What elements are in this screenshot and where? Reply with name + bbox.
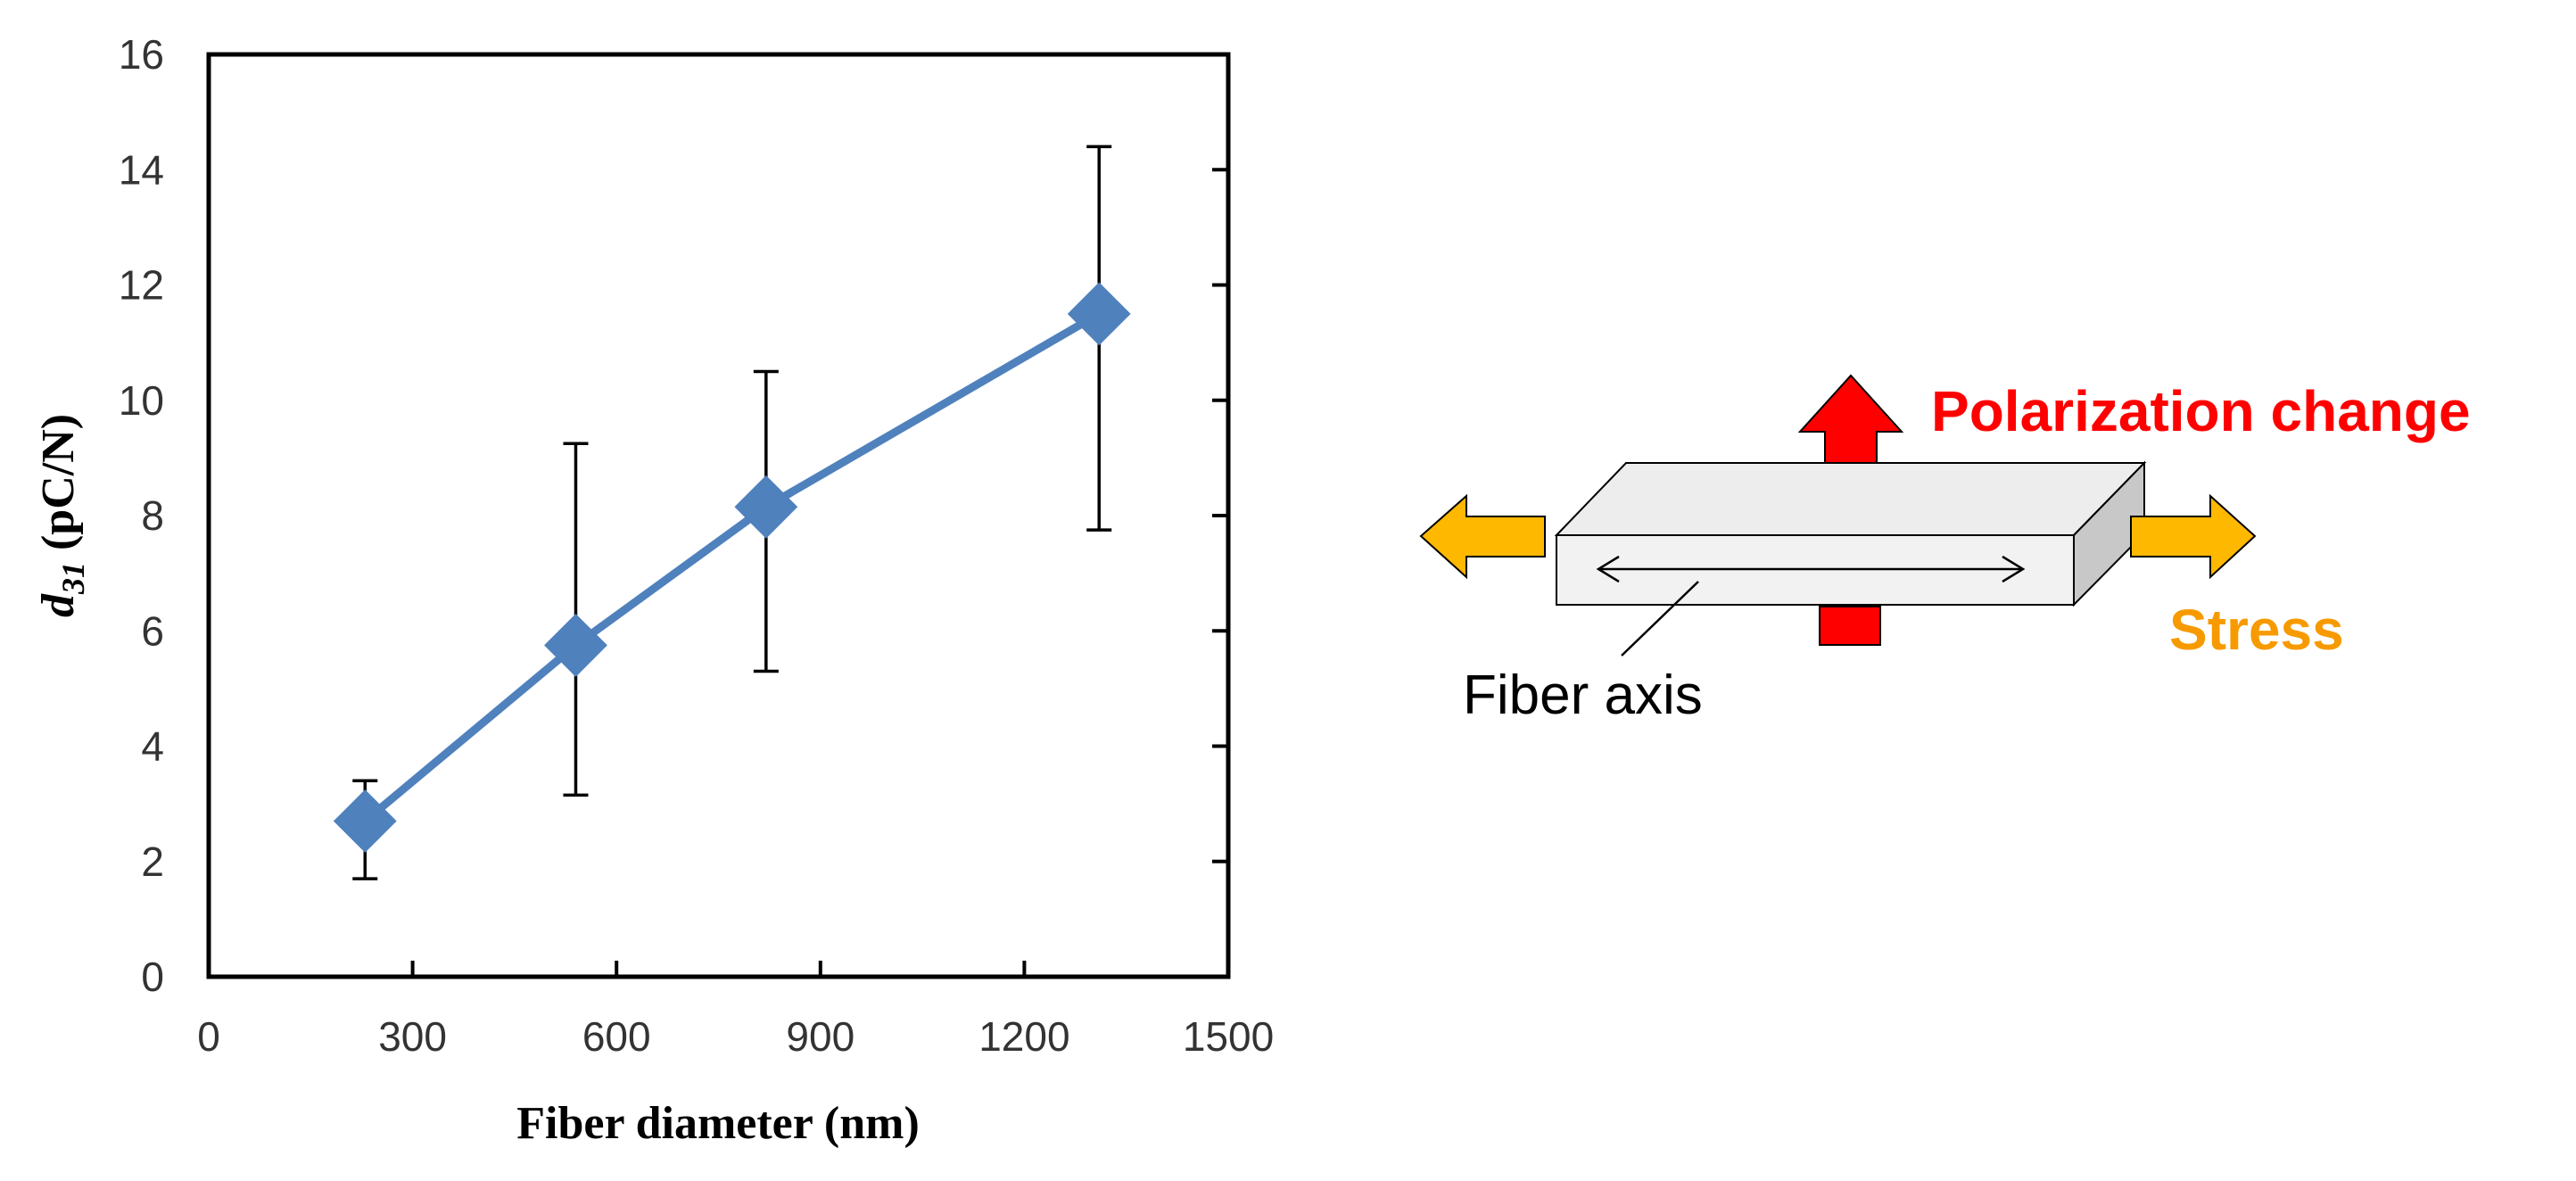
stress-left-arrow [1419,493,1546,580]
y-tick-label: 2 [141,838,164,885]
y-tick-label: 16 [119,31,164,78]
stress-right-arrow [2130,493,2257,580]
x-tick-label: 0 [197,1013,220,1060]
fiber-axis-arrow [1596,555,2026,583]
y-tick-label: 14 [119,146,164,193]
x-tick-label: 900 [786,1013,855,1060]
y-axis-unit: (pC/N) [33,414,84,562]
y-tick-label: 12 [119,262,164,309]
x-axis-title: Fiber diameter (nm) [516,1098,920,1149]
polarization-bottom-block [1819,606,1881,646]
data-point [1067,282,1131,346]
y-axis-subscript: 31 [55,562,91,595]
x-tick-label: 1200 [978,1013,1069,1060]
fiber-diagram: Polarization change Stress Fiber axis [1419,374,2471,726]
polarization-label: Polarization change [1931,379,2471,443]
y-tick-label: 8 [141,492,164,539]
data-point [544,613,607,677]
data-point [734,475,798,539]
ticks-layer: 0 300 600 900 1200 1500 0 2 4 6 8 10 12 14 16 [119,31,1274,1060]
x-tick-label: 600 [582,1013,651,1060]
y-tick-label: 6 [141,607,164,654]
fiber-axis-label: Fiber axis [1463,665,1703,726]
x-tick-label: 300 [378,1013,447,1060]
fiber-axis-leader [1621,581,1699,657]
x-tick-label: 1500 [1183,1013,1274,1060]
y-tick-label: 10 [119,377,164,424]
y-tick-label: 0 [141,954,164,1000]
y-tick-label: 4 [141,723,164,770]
series-line [360,310,1103,826]
data-point [333,789,397,853]
fiber-top-face [1554,462,2147,536]
y-axis-symbol: d [33,593,84,617]
chart: 0 300 600 900 1200 1500 0 2 4 6 8 10 12 14 16 Fiber di… [33,31,1274,1149]
series-layer [333,145,1131,880]
stress-label: Stress [2169,598,2344,662]
y-axis-title: d31 (pC/N) [33,414,91,617]
